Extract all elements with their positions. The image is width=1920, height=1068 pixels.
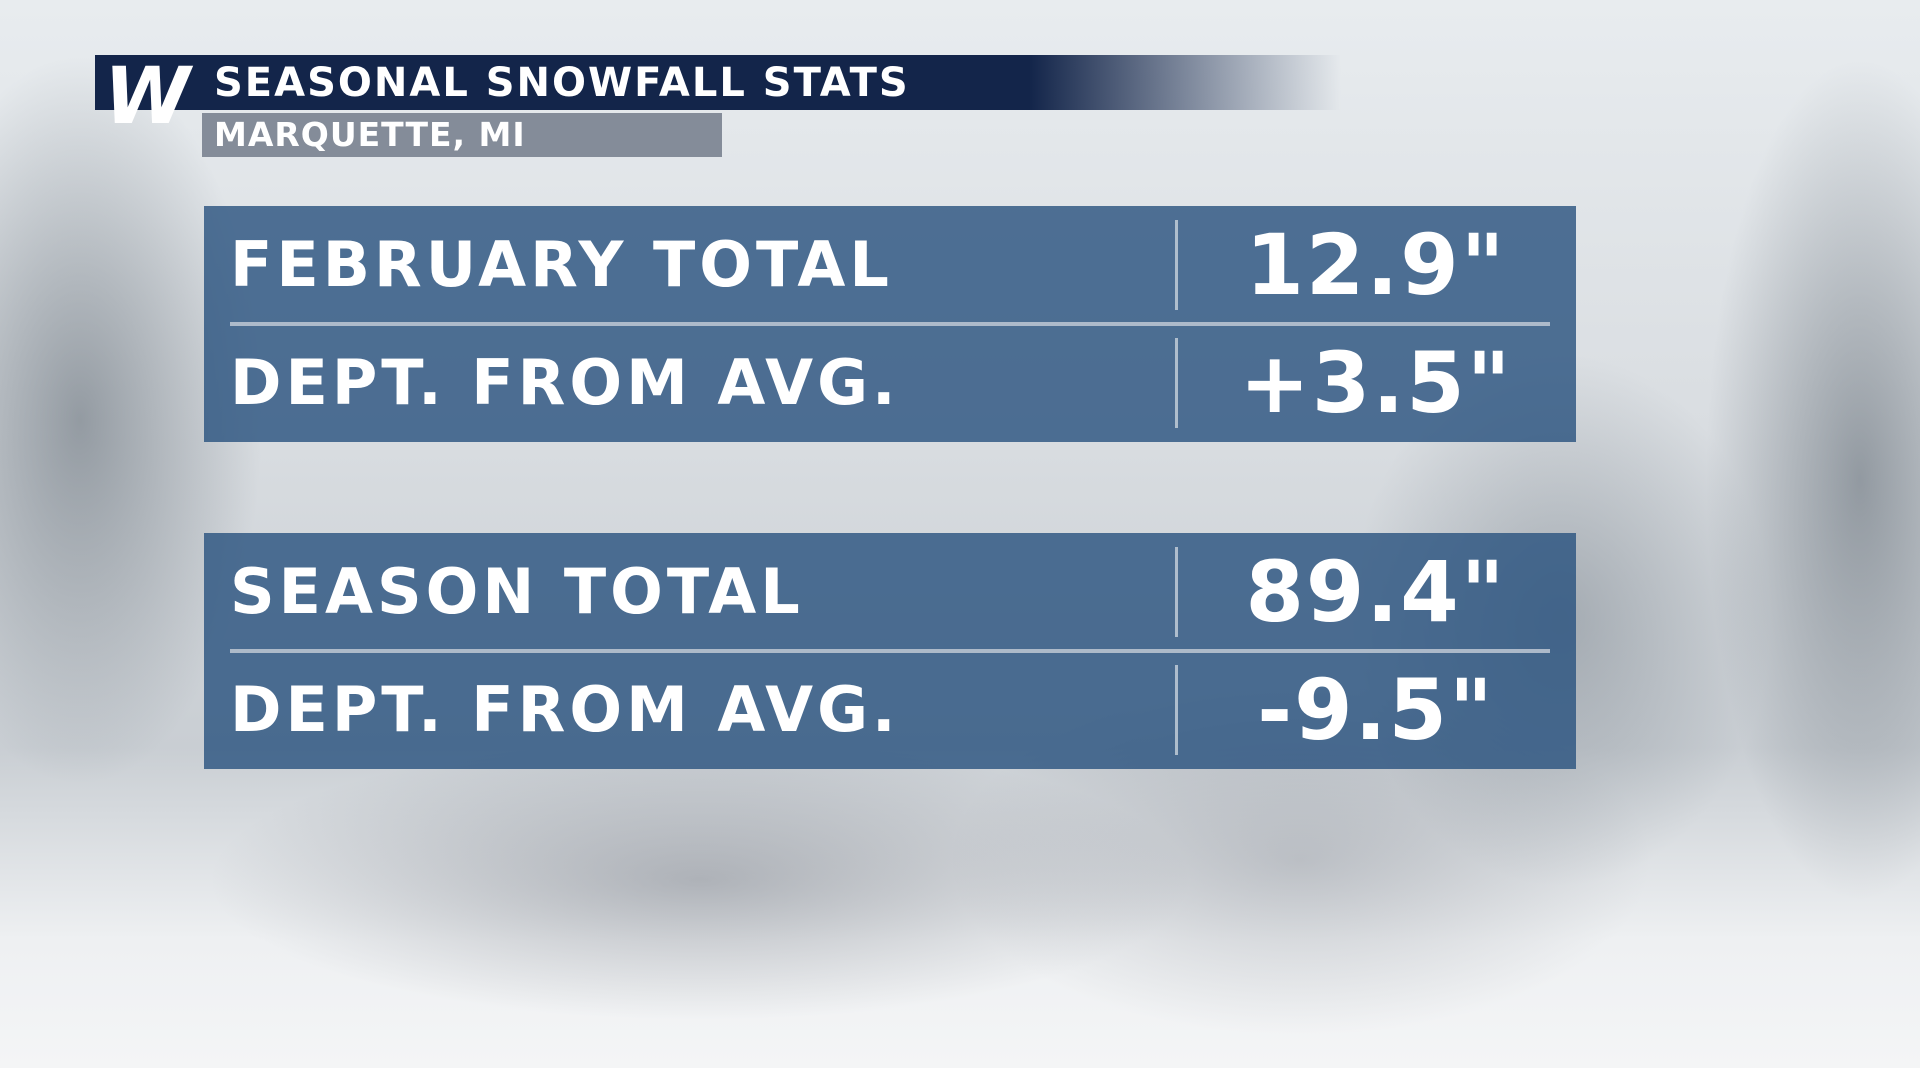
- stats-row: DEPT. FROM AVG. +3.5": [204, 324, 1576, 442]
- stats-row: DEPT. FROM AVG. -9.5": [204, 651, 1576, 769]
- row-label: DEPT. FROM AVG.: [230, 673, 900, 746]
- stats-row: FEBRUARY TOTAL 12.9": [204, 206, 1576, 324]
- title: SEASONAL SNOWFALL STATS: [214, 60, 910, 106]
- subtitle-bar: [202, 113, 722, 157]
- row-value: +3.5": [1239, 334, 1513, 432]
- row-label: FEBRUARY TOTAL: [230, 228, 893, 301]
- row-label: SEASON TOTAL: [230, 555, 804, 628]
- logo: W: [104, 52, 190, 142]
- separator: [1175, 338, 1178, 428]
- header-bar: [95, 55, 1341, 110]
- row-value: -9.5": [1257, 661, 1495, 759]
- separator: [1175, 665, 1178, 755]
- stats-row: SEASON TOTAL 89.4": [204, 533, 1576, 651]
- separator: [1175, 220, 1178, 310]
- row-value: 12.9": [1245, 216, 1507, 314]
- row-value: 89.4": [1245, 543, 1507, 641]
- stats-panel: FEBRUARY TOTAL 12.9" DEPT. FROM AVG. +3.…: [204, 206, 1576, 442]
- separator: [1175, 547, 1178, 637]
- stats-panel: SEASON TOTAL 89.4" DEPT. FROM AVG. -9.5": [204, 533, 1576, 769]
- separator: [230, 649, 1550, 653]
- subtitle: MARQUETTE, MI: [214, 115, 526, 154]
- row-label: DEPT. FROM AVG.: [230, 346, 900, 419]
- separator: [230, 322, 1550, 326]
